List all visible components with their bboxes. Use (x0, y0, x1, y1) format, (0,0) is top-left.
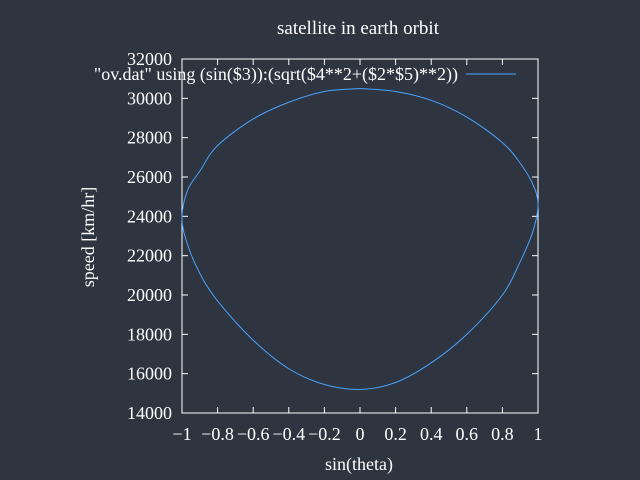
legend: "ov.dat" using (sin($3)):(sqrt($4**2+($2… (94, 64, 516, 85)
y-tick-label: 32000 (127, 49, 172, 69)
y-tick-label: 16000 (127, 364, 172, 384)
x-tick-label: 0 (356, 424, 365, 444)
y-tick-label: 28000 (127, 128, 172, 148)
x-tick-label: −0.8 (201, 424, 234, 444)
y-tick-label: 30000 (127, 88, 172, 108)
legend-label: "ov.dat" using (sin($3)):(sqrt($4**2+($2… (94, 64, 458, 85)
x-tick-label: −0.4 (272, 424, 305, 444)
series-layer (181, 88, 539, 390)
y-axis-label: speed [km/hr] (78, 187, 98, 287)
chart-title: satellite in earth orbit (277, 18, 440, 39)
x-tick-label: −0.2 (308, 424, 341, 444)
y-tick-label: 20000 (127, 285, 172, 305)
x-tick-label: 0.2 (384, 424, 407, 444)
x-tick-label: 0.4 (420, 424, 443, 444)
x-tick-label: 0.6 (456, 424, 479, 444)
x-axis: −1 −0.8 −0.6 −0.4 −0.2 0 0.2 0.4 0.6 0.8 1 (172, 59, 543, 444)
y-tick-label: 26000 (127, 167, 172, 187)
y-tick-label: 22000 (127, 246, 172, 266)
x-tick-label: 0.8 (491, 424, 514, 444)
plot-frame (181, 58, 539, 414)
x-axis-label: sin(theta) (325, 454, 393, 475)
x-tick-label: −0.6 (237, 424, 270, 444)
series-line (181, 88, 539, 390)
y-axis: 14000 16000 18000 20000 22000 24000 26000 28000… (127, 49, 538, 423)
y-tick-label: 24000 (127, 206, 172, 226)
x-tick-label: −1 (172, 424, 191, 444)
y-tick-label: 18000 (127, 324, 172, 344)
y-tick-label: 14000 (127, 403, 172, 423)
x-tick-label: 1 (534, 424, 543, 444)
